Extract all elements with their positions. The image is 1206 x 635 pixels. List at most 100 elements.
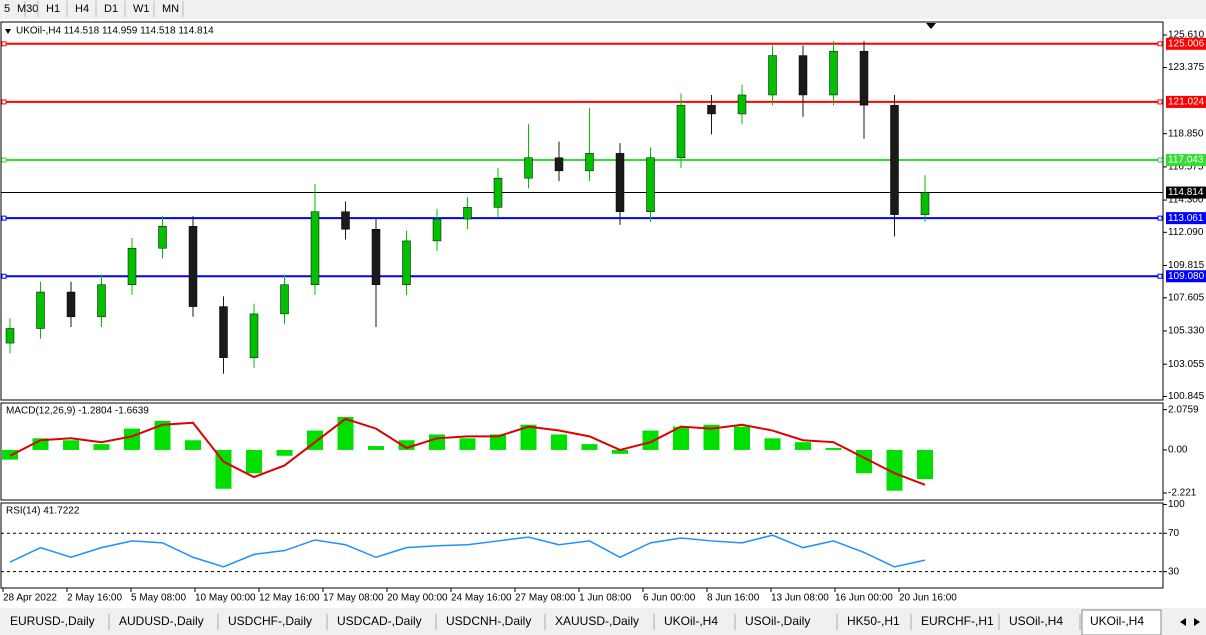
tab[interactable]: [839, 612, 911, 633]
tab[interactable]: [656, 612, 735, 633]
chart-title: UKOil-,H4 114.518 114.959 114.518 114.81…: [16, 26, 214, 37]
tab[interactable]: [220, 612, 327, 633]
macd-bar: [185, 440, 201, 450]
y-tick-label: 118.850: [1168, 128, 1204, 139]
tab-label[interactable]: UKOil-,H4: [664, 614, 718, 628]
tab-label[interactable]: USDCNH-,Daily: [446, 614, 531, 628]
tab-label[interactable]: XAUUSD-,Daily: [555, 614, 639, 628]
macd-bar: [581, 444, 598, 450]
tab[interactable]: [329, 612, 436, 633]
y-tick-label: 114.300: [1168, 195, 1204, 206]
macd-panel: [0, 402, 1164, 501]
timeframe-button[interactable]: H4: [75, 3, 89, 15]
candle-body: [310, 211, 320, 285]
tab[interactable]: [111, 612, 218, 633]
candle-body: [432, 218, 442, 242]
macd-bar: [337, 416, 354, 450]
macd-bar: [612, 449, 628, 454]
x-tick-label: 12 May 16:00: [259, 593, 320, 604]
level-handle: [1, 215, 7, 221]
level-handle: [1157, 215, 1163, 221]
y-tick-label: -2.221: [1168, 488, 1197, 499]
macd-bar: [520, 424, 537, 450]
x-tick-label: 1 Jun 08:00: [579, 593, 632, 604]
x-tick-label: 28 Apr 2022: [3, 593, 57, 604]
macd-bar: [429, 434, 445, 450]
tab[interactable]: [1001, 612, 1080, 633]
tab[interactable]: [913, 612, 999, 633]
y-tick-label: 125.610: [1168, 30, 1205, 41]
tab[interactable]: [547, 612, 654, 633]
tab-label[interactable]: USOil-,Daily: [745, 614, 810, 628]
candle-body: [585, 153, 594, 172]
level-label: 109.080: [1168, 271, 1205, 282]
tab-label[interactable]: EURCHF-,H1: [921, 614, 994, 628]
macd-bar: [551, 434, 567, 450]
tab[interactable]: [1081, 609, 1162, 635]
x-tick-label: 5 May 08:00: [131, 593, 186, 604]
tab-label[interactable]: USOil-,H4: [1009, 614, 1063, 628]
macd-bar: [398, 440, 415, 450]
level-label: 117.043: [1168, 155, 1204, 166]
candle-body: [219, 306, 228, 358]
y-tick-label: 103.055: [1168, 359, 1205, 370]
x-tick-label: 16 Jun 00:00: [835, 593, 893, 604]
rsi-title: RSI(14) 41.7222: [6, 506, 80, 517]
timeframe-button[interactable]: W1: [133, 3, 150, 15]
x-tick-label: 20 May 00:00: [387, 593, 448, 604]
timeframe-button[interactable]: MN: [162, 3, 179, 15]
macd-bar: [642, 430, 659, 450]
candle-body: [5, 328, 15, 344]
scroll-right[interactable]: [1194, 618, 1200, 626]
candle-body: [249, 313, 259, 358]
toolbar: [0, 0, 1206, 19]
level-label-bg: [1166, 212, 1206, 225]
candle-body: [737, 94, 747, 115]
macd-bar: [93, 444, 110, 450]
macd-bar: [734, 426, 750, 450]
tab-label[interactable]: AUDUSD-,Daily: [119, 614, 204, 628]
y-tick-label: 0.00: [1168, 445, 1188, 456]
y-tick-label: 109.815: [1168, 260, 1205, 271]
tab-label[interactable]: USDCAD-,Daily: [337, 614, 422, 628]
candle-body: [188, 226, 198, 307]
shift-marker: [926, 23, 936, 29]
level-handle: [1, 41, 7, 47]
level-handle: [1157, 273, 1163, 279]
level-label: 114.814: [1168, 187, 1204, 198]
macd-bar: [886, 449, 903, 491]
timeframe-button[interactable]: 5: [4, 3, 10, 15]
x-tick-label: 24 May 16:00: [451, 593, 512, 604]
level-label: 121.024: [1168, 97, 1205, 108]
level-handle: [1, 157, 7, 163]
macd-bar: [63, 440, 79, 450]
tab[interactable]: [737, 612, 837, 633]
candle-body: [158, 226, 167, 249]
tab-label[interactable]: HK50-,H1: [847, 614, 900, 628]
timeframe-button[interactable]: H1: [46, 3, 60, 15]
tab-label[interactable]: USDCHF-,Daily: [228, 614, 312, 628]
macd-bar: [246, 449, 262, 474]
tab[interactable]: [438, 612, 545, 633]
scroll-left[interactable]: [1180, 618, 1186, 626]
macd-bar: [764, 438, 781, 450]
x-tick-label: 20 Jun 16:00: [899, 593, 957, 604]
x-tick-label: 17 May 08:00: [323, 593, 384, 604]
candle-body: [707, 104, 716, 115]
signal-line: [9, 417, 926, 486]
candle-body: [493, 177, 503, 208]
candle-body: [97, 284, 106, 318]
timeframe-button[interactable]: D1: [104, 3, 118, 15]
macd-bar: [154, 420, 171, 450]
y-tick-label: 100.845: [1168, 391, 1205, 402]
tab-label[interactable]: EURUSD-,Daily: [10, 614, 95, 628]
macd-bar: [368, 446, 384, 450]
candle-body: [676, 104, 686, 158]
timeframe-button[interactable]: M30: [17, 3, 38, 15]
tab[interactable]: [2, 612, 109, 633]
level-label-bg: [1166, 154, 1206, 167]
level-handle: [1, 99, 7, 105]
macd-bar: [673, 426, 689, 450]
tab-label[interactable]: UKOil-,H4: [1090, 614, 1144, 628]
